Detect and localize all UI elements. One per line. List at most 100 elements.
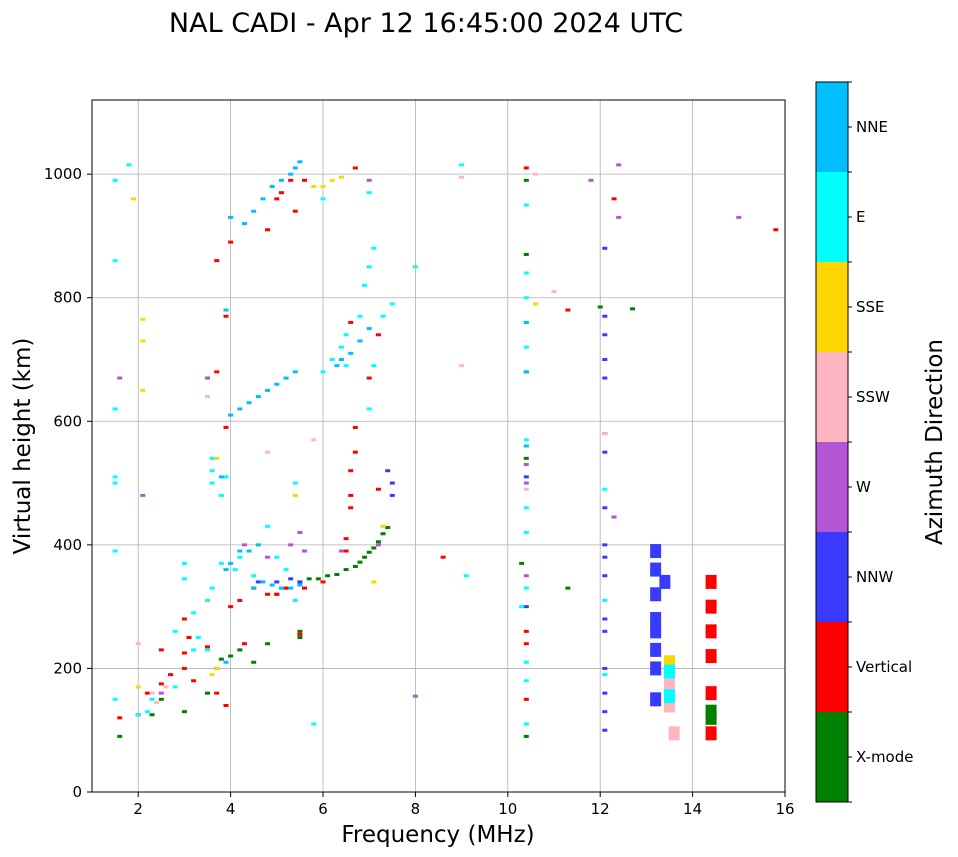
echo-point-sse xyxy=(131,197,137,201)
echo-point-nnw xyxy=(602,710,608,714)
echo-point-nnw xyxy=(602,450,608,454)
echo-point-vertical xyxy=(228,240,234,244)
echo-point-e xyxy=(135,713,141,717)
colorbar-segment-sse xyxy=(816,262,848,352)
echo-point-nne xyxy=(274,382,280,386)
echo-point-vertical xyxy=(523,629,529,633)
echo-point-ssw xyxy=(523,487,529,491)
echo-point-e xyxy=(664,664,675,679)
echo-point-w xyxy=(366,178,372,182)
echo-point-e xyxy=(380,314,386,318)
echo-point-nne xyxy=(357,339,363,343)
echo-point-nnw xyxy=(650,544,662,559)
echo-point-e xyxy=(523,506,529,510)
x-tick-label: 2 xyxy=(133,800,143,818)
echo-point-e xyxy=(218,561,224,565)
echo-point-vertical xyxy=(348,320,354,324)
echo-point-x-mode xyxy=(705,710,717,725)
echo-point-e xyxy=(265,524,271,528)
echo-point-e xyxy=(251,574,257,578)
colorbar-tick-label: SSW xyxy=(856,388,890,406)
echo-point-x-mode xyxy=(228,654,234,658)
echo-point-e xyxy=(112,475,118,479)
colorbar-label: Azimuth Direction xyxy=(922,339,948,545)
echo-point-e xyxy=(274,555,280,559)
echo-point-vertical xyxy=(241,642,247,646)
echo-point-e xyxy=(283,568,289,572)
x-tick-label: 12 xyxy=(591,800,610,818)
echo-point-e xyxy=(112,549,118,553)
echo-point-nnw xyxy=(288,577,294,581)
plot-background xyxy=(92,100,785,792)
echo-point-w xyxy=(523,463,529,467)
echo-point-nne xyxy=(246,549,252,553)
echo-point-e xyxy=(112,481,118,485)
colorbar-segment-nnw xyxy=(816,532,848,622)
echo-point-e xyxy=(362,283,368,287)
echo-point-e xyxy=(523,531,529,534)
echo-point-w xyxy=(297,531,303,534)
echo-point-w xyxy=(588,178,594,182)
echo-point-nne xyxy=(241,222,247,226)
echo-point-e xyxy=(366,407,372,411)
echo-point-nnw xyxy=(389,481,395,485)
axis-ticks: 2 4 6 8 10 12 14 16 0 200 400 600 800 1000 xyxy=(44,165,795,818)
echo-point-vertical xyxy=(705,726,717,741)
echo-point-w xyxy=(117,376,123,380)
echo-point-e xyxy=(523,203,529,207)
echo-point-vertical xyxy=(223,704,229,707)
echo-point-x-mode xyxy=(251,660,257,664)
echo-point-e xyxy=(149,697,155,701)
echo-point-vertical xyxy=(278,191,284,195)
echo-point-vertical xyxy=(274,197,280,201)
y-tick-label: 1000 xyxy=(44,165,82,183)
y-tick-label: 200 xyxy=(53,659,82,677)
echo-point-e xyxy=(371,364,377,368)
echo-point-e xyxy=(195,636,201,640)
echo-point-e xyxy=(112,697,118,701)
echo-point-w xyxy=(140,493,146,497)
echo-point-e xyxy=(292,598,298,602)
echo-point-e xyxy=(357,314,363,318)
echo-point-e xyxy=(181,577,187,581)
echo-point-nne xyxy=(366,327,372,331)
echo-point-nne xyxy=(223,568,229,572)
plot-area: 2 4 6 8 10 12 14 16 0 200 400 600 800 1000 xyxy=(44,99,795,818)
echo-point-e xyxy=(209,469,215,473)
echo-point-nnw xyxy=(602,246,608,250)
echo-point-w xyxy=(412,694,418,698)
echo-point-e xyxy=(343,333,349,337)
echo-point-e xyxy=(311,722,317,726)
echo-point-nne xyxy=(228,413,234,417)
echo-point-e xyxy=(172,685,178,689)
x-tick-label: 16 xyxy=(775,800,794,818)
echo-point-vertical xyxy=(705,624,717,639)
echo-point-vertical xyxy=(191,679,197,683)
echo-point-vertical xyxy=(352,450,358,454)
echo-point-x-mode xyxy=(366,550,372,554)
echo-point-nnw xyxy=(385,469,391,473)
echo-point-nnw xyxy=(650,587,662,602)
echo-point-nnw xyxy=(602,376,608,380)
echo-point-e xyxy=(366,191,372,195)
echo-point-x-mode xyxy=(519,561,525,565)
echo-point-nne xyxy=(228,215,234,219)
echo-point-x-mode xyxy=(265,642,271,646)
x-tick-label: 8 xyxy=(411,800,421,818)
echo-point-nne xyxy=(228,561,234,565)
echo-point-x-mode xyxy=(380,532,386,536)
echo-point-e xyxy=(338,345,344,349)
colorbar-segment-w xyxy=(816,442,848,532)
echo-point-vertical xyxy=(375,333,381,337)
echo-point-w xyxy=(375,543,381,547)
echo-point-ssw xyxy=(602,432,608,436)
echo-point-nne xyxy=(278,178,284,182)
echo-point-x-mode xyxy=(385,526,391,530)
echo-point-e xyxy=(209,456,215,460)
echo-point-nne xyxy=(292,166,298,170)
colorbar-tick-label: NNE xyxy=(856,118,888,136)
echo-point-x-mode xyxy=(158,697,164,701)
echo-point-nnw xyxy=(602,617,608,621)
echo-point-nnw xyxy=(602,358,608,361)
echo-point-x-mode xyxy=(181,710,187,714)
